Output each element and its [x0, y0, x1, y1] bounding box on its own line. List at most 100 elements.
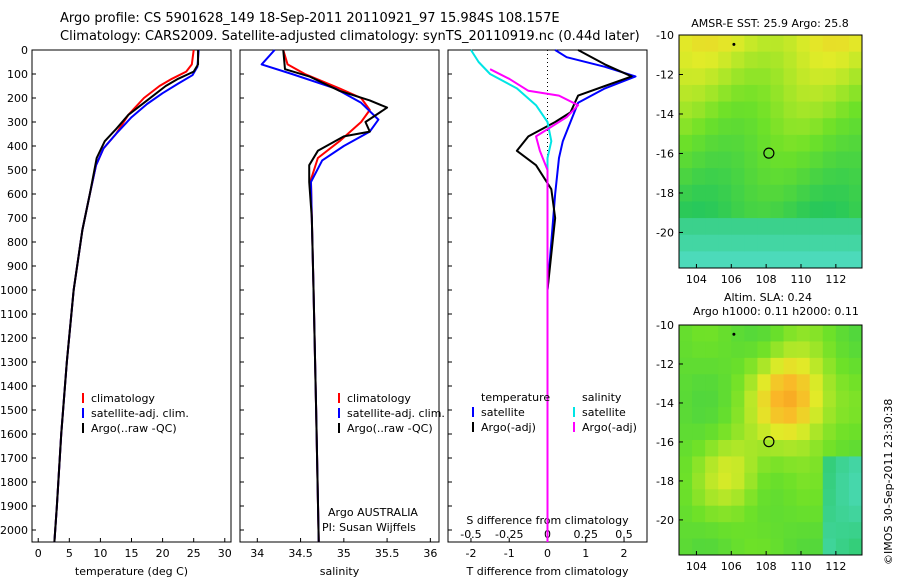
sst-map-cell — [705, 251, 719, 268]
sst-map-cell — [757, 151, 772, 169]
sst-map-cell — [796, 251, 811, 268]
sst-map-cell — [848, 134, 862, 153]
sla-map-cell — [744, 357, 759, 375]
sst-map-cell — [783, 234, 798, 252]
sst-map-cell — [718, 84, 732, 103]
sst-map-cell — [796, 118, 811, 136]
sla-map-cell — [770, 357, 785, 375]
sst-map-cell — [757, 201, 772, 219]
sst-map-cell — [770, 118, 785, 136]
sst-map-cell — [783, 118, 798, 136]
series-line-salinity-1 — [260, 49, 380, 543]
sla-map-cell — [835, 357, 850, 375]
sst-map-cell — [731, 234, 745, 252]
sla-map-cell — [718, 357, 732, 375]
sla-map-cell — [809, 423, 824, 441]
sst-map-cell — [809, 168, 824, 186]
sst-map-cell — [809, 118, 824, 136]
sla-map-argo-position-marker — [763, 436, 775, 448]
sst-map-cell — [822, 68, 837, 86]
depth-ytick-label: 400 — [7, 140, 28, 153]
sla-map-cell — [757, 440, 772, 458]
sst-map-cell — [783, 218, 798, 236]
sst-map-cell — [692, 251, 706, 268]
temperature-panel-frame — [31, 49, 232, 543]
sst-map-cell — [835, 51, 850, 69]
sla-map-cell — [822, 390, 837, 408]
depth-ytick-label: 1100 — [0, 308, 28, 321]
platform-annotation: Argo AUSTRALIA — [328, 506, 418, 519]
depth-ytick-label: 1200 — [0, 332, 28, 345]
sst-map-cell — [731, 168, 745, 186]
sst-map-cell — [783, 51, 798, 69]
sst-map-cell — [705, 168, 719, 186]
sst-map-cell — [796, 51, 811, 69]
sst-map-cell — [770, 234, 785, 252]
sst-map-cell — [848, 68, 862, 86]
sst-map-cell — [679, 101, 693, 119]
sst-map-cell — [770, 168, 785, 186]
sla-map-cell — [835, 522, 850, 540]
legend-label-temperature: Argo(..raw -QC) — [91, 422, 177, 435]
sla-map-cell — [705, 390, 719, 408]
sst-map-cell — [770, 101, 785, 119]
sla-map-cell — [848, 440, 862, 458]
temperature-xlabel: temperature (deg C) — [75, 565, 188, 578]
depth-ytick-label: 1300 — [0, 356, 28, 369]
sst-map-cell — [744, 101, 759, 119]
sst-map-cell — [731, 35, 745, 53]
sst-map-cell — [705, 84, 719, 103]
sla-map-cell — [770, 489, 785, 507]
sla-map-cell — [822, 423, 837, 441]
sst-map-cell — [705, 151, 719, 169]
salinity-xtick-label: 34.5 — [288, 547, 313, 560]
sla-map-cell — [718, 390, 732, 408]
sst-map-cell — [744, 168, 759, 186]
sst-map-cell — [705, 118, 719, 136]
sla-map-cell — [679, 325, 693, 343]
series-line-temperature-2 — [53, 50, 200, 543]
sla-map-cell — [692, 440, 706, 458]
sst-map-cell — [835, 134, 850, 153]
sst-map-cell — [770, 184, 785, 203]
legend-heading-salinity: salinity — [582, 391, 622, 404]
sst-map-cell — [783, 68, 798, 86]
sla-map-cell — [796, 374, 811, 392]
sst-map-cell — [731, 184, 745, 203]
sst-map-cell — [705, 218, 719, 236]
sst-map-ytick-label: -16 — [656, 147, 674, 160]
sla-map-cell — [796, 407, 811, 425]
sst-map-cell — [744, 184, 759, 203]
sla-map-cell — [679, 423, 693, 441]
sst-map-cell — [835, 201, 850, 219]
sst-map-cell — [731, 134, 745, 153]
sst-map-cell — [796, 218, 811, 236]
sst-map-cell — [679, 68, 693, 86]
sst-map-cell — [783, 184, 798, 203]
sst-map-cell — [744, 68, 759, 86]
sst-map-cell — [718, 51, 732, 69]
sla-map-cell — [770, 374, 785, 392]
sla-map-cell — [770, 456, 785, 474]
depth-ytick-label: 200 — [7, 92, 28, 105]
sla-map-cell — [679, 472, 693, 490]
sla-map-cell — [757, 357, 772, 375]
sst-map-cell — [718, 201, 732, 219]
sla-map-cell — [757, 538, 772, 555]
difference-t-tick-label: 1 — [582, 547, 589, 560]
sla-map-cell — [744, 440, 759, 458]
sla-map-cell — [835, 505, 850, 523]
legend-label-difference-temperature: Argo(-adj) — [481, 421, 536, 434]
sla-map-cell — [783, 423, 798, 441]
sst-map-cell — [692, 151, 706, 169]
legend-label-salinity: Argo(..raw -QC) — [347, 422, 433, 435]
sst-map-cell — [835, 84, 850, 103]
sla-map-xtick-label: 106 — [721, 560, 742, 573]
sst-map-cell — [822, 234, 837, 252]
sla-map-cell — [731, 390, 745, 408]
sla-map-cell — [770, 505, 785, 523]
legend-label-salinity: satellite-adj. clim. — [347, 407, 445, 420]
sla-map-cell — [796, 489, 811, 507]
sla-map-cell — [822, 374, 837, 392]
